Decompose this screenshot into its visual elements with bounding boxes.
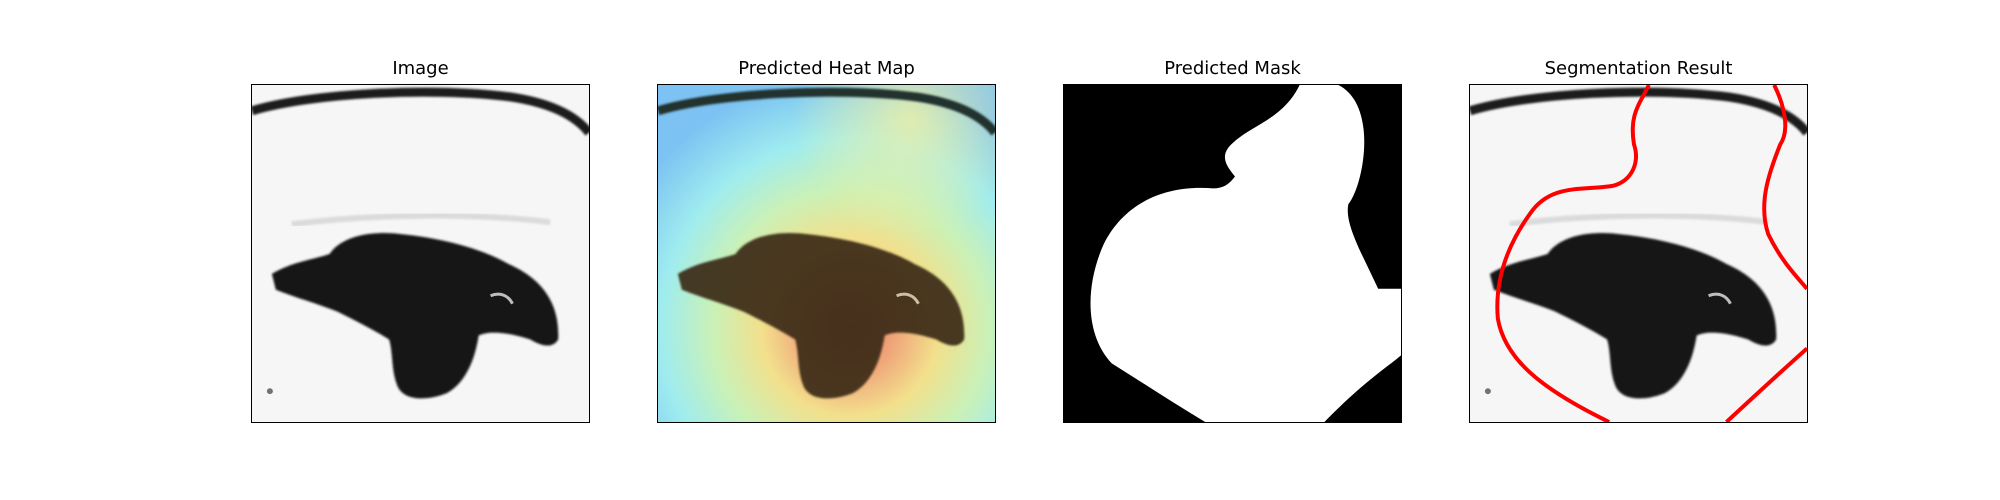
panel-segmentation <box>1469 84 1808 423</box>
panel-image <box>251 84 590 423</box>
segmentation-frame <box>1469 84 1808 423</box>
mask-frame <box>1063 84 1402 423</box>
image-frame <box>251 84 590 423</box>
heatmap-overlay <box>658 85 995 422</box>
heatmap-frame <box>657 84 996 423</box>
segmentation-contour-right-bottom <box>1725 346 1807 422</box>
dermoscopy-image <box>252 85 589 422</box>
panel-title-image: Image <box>392 58 449 79</box>
panel-title-heatmap: Predicted Heat Map <box>738 58 915 79</box>
segmentation-contour <box>1495 85 1651 422</box>
panel-mask <box>1063 84 1402 423</box>
panel-heatmap <box>657 84 996 423</box>
segmentation-contour-right-top <box>1762 85 1807 291</box>
segmentation-overlay <box>1470 85 1807 422</box>
panel-title-mask: Predicted Mask <box>1164 58 1301 79</box>
predicted-mask <box>1064 85 1401 422</box>
panel-title-segmentation: Segmentation Result <box>1544 58 1733 79</box>
